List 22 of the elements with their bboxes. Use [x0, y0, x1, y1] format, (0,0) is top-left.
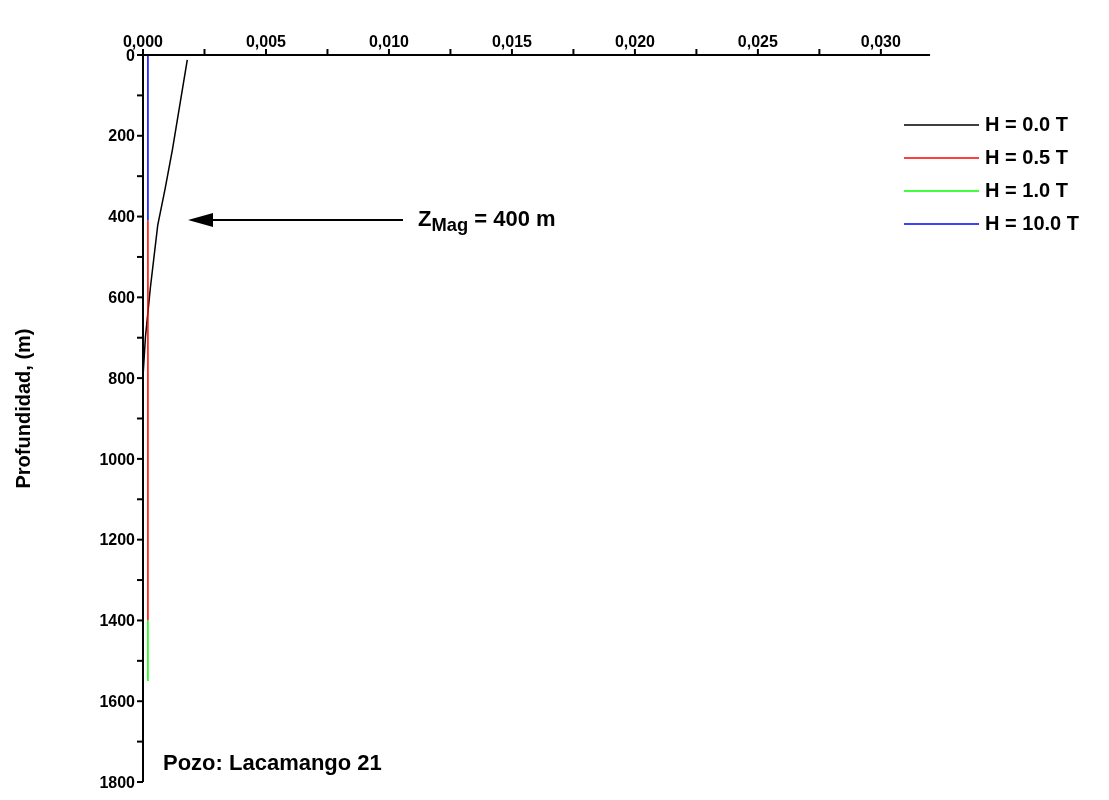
legend-label: H = 1.0 T	[985, 179, 1068, 202]
y-tick-label: 1200	[99, 531, 136, 549]
y-axis-title: Profundidad, (m)	[12, 328, 35, 489]
y-tick-label: 200	[108, 127, 136, 145]
x-tick-label: 0,010	[368, 33, 410, 50]
x-tick-label: 0,005	[245, 33, 287, 50]
x-tick-label: 0,015	[491, 33, 533, 50]
x-tick-label: 0,030	[860, 33, 901, 50]
annotation: Z$_{Mag}$ = 400 m	[418, 206, 556, 237]
legend-label: H = 0.5 T	[985, 146, 1068, 169]
x-tick-label: 0,020	[614, 33, 656, 50]
y-tick-label: 400	[108, 208, 136, 226]
y-tick-label: 1800	[99, 773, 136, 791]
y-tick-label: 800	[108, 369, 136, 387]
y-tick-label: 1400	[99, 612, 136, 630]
y-tick-label: 1600	[99, 692, 136, 710]
y-tick-label: 1000	[99, 450, 136, 468]
annotation: Pozo: Lacamango 21	[163, 750, 382, 776]
legend-label: H = 10.0 T	[985, 212, 1079, 235]
legend-label: H = 0.0 T	[985, 113, 1068, 136]
y-tick-label: 600	[108, 289, 136, 307]
x-tick-label: 0,025	[737, 33, 779, 50]
